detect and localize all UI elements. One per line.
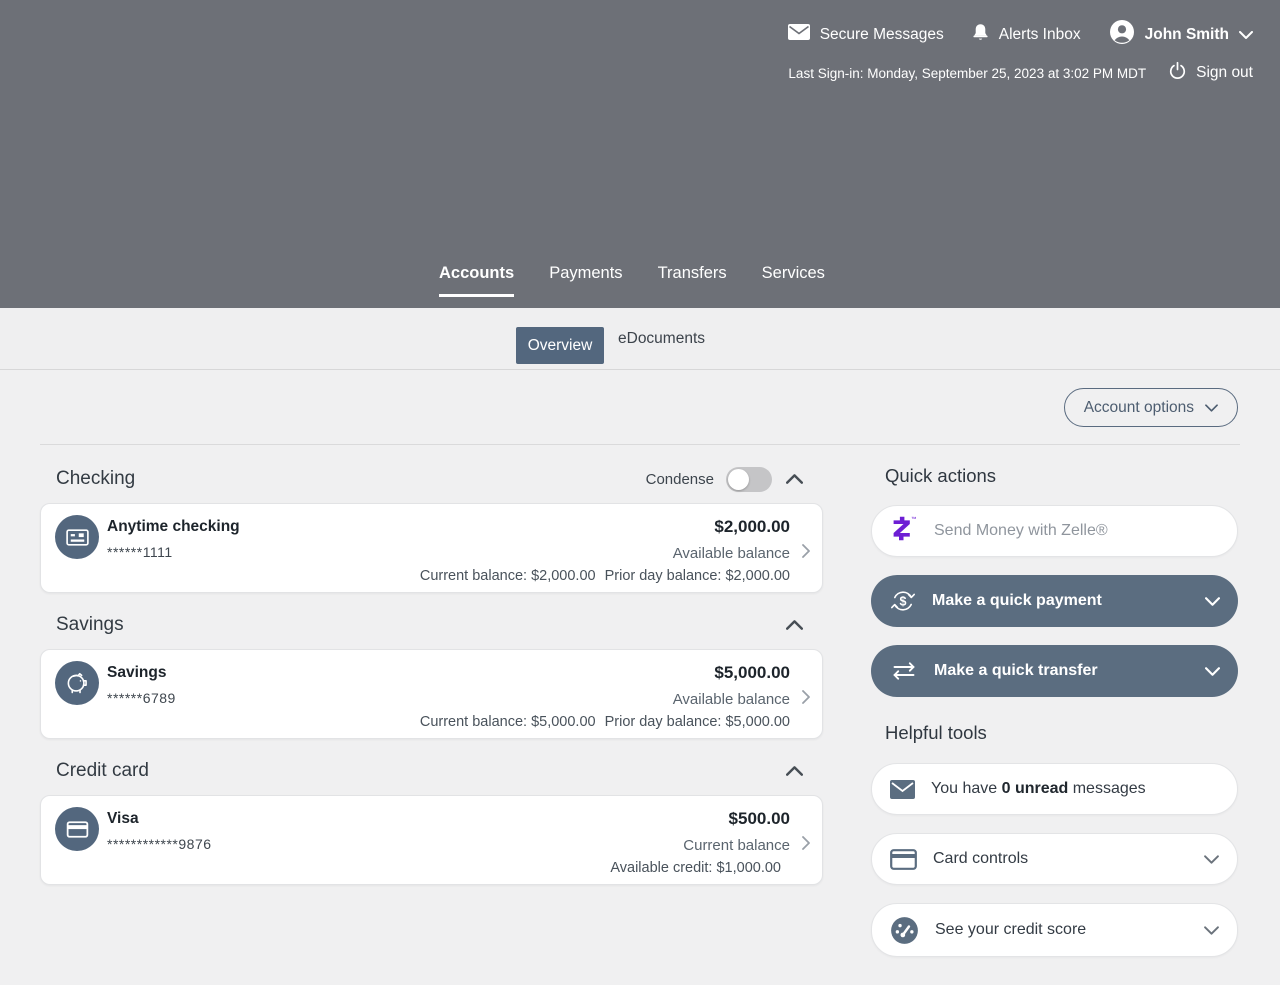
chevron-down-icon — [1204, 854, 1219, 864]
toggle-knob — [728, 468, 749, 490]
condense-label: Condense — [645, 470, 714, 488]
envelope-icon — [787, 24, 810, 45]
tab-transfers[interactable]: Transfers — [657, 264, 727, 282]
utility-nav: Secure Messages Alerts Inbox John Smith — [787, 19, 1253, 50]
chevron-down-icon — [1239, 26, 1253, 44]
quick-transfer-button[interactable]: Make a quick transfer — [871, 645, 1238, 697]
last-signin-text: Last Sign-in: Monday, September 25, 2023… — [788, 65, 1147, 81]
account-number: ************9876 — [107, 836, 212, 852]
secure-messages-label: Secure Messages — [819, 25, 944, 43]
session-row: Last Sign-in: Monday, September 25, 2023… — [788, 61, 1253, 85]
chevron-down-icon — [1204, 925, 1219, 935]
chevron-down-icon — [1205, 666, 1220, 676]
secure-messages-link[interactable]: Secure Messages — [787, 24, 944, 45]
unread-messages-card[interactable]: You have 0 unread messages — [871, 763, 1238, 815]
account-balance: $5,000.00 — [714, 663, 790, 682]
transfer-arrows-icon — [889, 659, 919, 683]
account-options-label: Account options — [1083, 398, 1194, 416]
user-menu[interactable]: John Smith — [1109, 19, 1253, 50]
credit-card-icon — [55, 807, 99, 851]
section-header-savings: Savings — [40, 606, 823, 644]
account-name: Savings — [107, 664, 167, 681]
chevron-right-icon — [802, 836, 810, 855]
envelope-icon — [890, 779, 915, 799]
bell-icon — [972, 23, 989, 47]
balance-label: Available balance — [672, 691, 790, 708]
quick-payment-button[interactable]: $ Make a quick payment — [871, 575, 1238, 627]
sign-out-button[interactable]: Sign out — [1168, 61, 1253, 85]
piggy-bank-icon — [55, 661, 99, 705]
section-title: Credit card — [56, 760, 149, 781]
account-balance: $500.00 — [728, 809, 790, 828]
checking-account-icon — [55, 515, 99, 559]
account-number: ******1111 — [107, 544, 173, 560]
tab-payments[interactable]: Payments — [549, 264, 623, 282]
chevron-down-icon — [1205, 596, 1220, 606]
quick-payment-label: Make a quick payment — [932, 592, 1102, 609]
gauge-icon — [890, 916, 919, 945]
balance-details: Available credit: $1,000.00 — [610, 860, 790, 876]
condense-toggle[interactable] — [726, 466, 772, 492]
credit-score-button[interactable]: See your credit score — [871, 903, 1238, 957]
prior-day-balance: Prior day balance: $2,000.00 — [604, 568, 790, 584]
svg-text:$: $ — [900, 594, 907, 608]
avatar-icon — [1109, 19, 1135, 50]
credit-score-label: See your credit score — [935, 921, 1087, 938]
available-credit: Available credit: $1,000.00 — [610, 860, 781, 876]
account-row-credit-card[interactable]: Visa ************9876 $500.00 Current ba… — [40, 795, 823, 885]
account-row-checking[interactable]: Anytime checking ******1111 $2,000.00 Av… — [40, 503, 823, 593]
prior-day-balance: Prior day balance: $5,000.00 — [604, 714, 790, 730]
card-outline-icon — [890, 848, 917, 870]
zelle-label: Send Money with Zelle® — [934, 522, 1108, 539]
chevron-down-icon — [1205, 399, 1218, 417]
power-icon — [1168, 61, 1187, 85]
tab-overview[interactable]: Overview — [516, 327, 604, 364]
divider — [40, 444, 1240, 445]
helpful-tools-title: Helpful tools — [885, 722, 987, 743]
current-balance: Current balance: $5,000.00 — [419, 714, 596, 730]
unread-count: 0 unread — [1001, 780, 1069, 797]
section-title: Savings — [56, 614, 124, 635]
alerts-inbox-label: Alerts Inbox — [998, 25, 1081, 43]
balance-label: Current balance — [683, 837, 790, 854]
collapse-checking-button[interactable] — [784, 472, 805, 486]
sign-out-label: Sign out — [1196, 64, 1253, 81]
account-name: Visa — [107, 810, 139, 827]
user-name: John Smith — [1144, 25, 1229, 43]
dollar-cycle-icon: $ — [889, 587, 917, 615]
current-balance: Current balance: $2,000.00 — [419, 568, 596, 584]
account-row-savings[interactable]: Savings ******6789 $5,000.00 Available b… — [40, 649, 823, 739]
account-balance: $2,000.00 — [714, 517, 790, 536]
quick-transfer-label: Make a quick transfer — [934, 662, 1098, 679]
account-number: ******6789 — [107, 690, 176, 706]
section-header-credit-card: Credit card — [40, 752, 823, 790]
secondary-nav: Overview eDocuments — [0, 308, 1280, 370]
balance-label: Available balance — [672, 545, 790, 562]
tab-services[interactable]: Services — [761, 264, 825, 282]
page-header: Secure Messages Alerts Inbox John Smith … — [0, 0, 1280, 308]
section-title: Checking — [56, 468, 136, 489]
primary-nav: Accounts Payments Transfers Services — [439, 264, 825, 297]
unread-messages-text: You have 0 unread messages — [931, 780, 1146, 797]
card-controls-label: Card controls — [933, 850, 1029, 867]
chevron-right-icon — [802, 690, 810, 709]
balance-details: Current balance: $2,000.00 Prior day bal… — [420, 568, 790, 584]
account-name: Anytime checking — [107, 518, 240, 535]
tab-edocuments[interactable]: eDocuments — [618, 330, 706, 347]
collapse-savings-button[interactable] — [784, 618, 805, 632]
zelle-logo-icon: ™ — [890, 514, 917, 548]
card-controls-button[interactable]: Card controls — [871, 833, 1238, 885]
alerts-inbox-link[interactable]: Alerts Inbox — [972, 23, 1081, 47]
balance-details: Current balance: $5,000.00 Prior day bal… — [420, 714, 790, 730]
svg-text:™: ™ — [911, 516, 916, 522]
account-options-button[interactable]: Account options — [1063, 388, 1238, 427]
tab-accounts[interactable]: Accounts — [439, 264, 515, 297]
zelle-button[interactable]: ™ Send Money with Zelle® — [871, 505, 1238, 557]
chevron-right-icon — [802, 544, 810, 563]
collapse-credit-card-button[interactable] — [784, 764, 805, 778]
section-header-checking: Checking Condense — [40, 460, 823, 498]
quick-actions-title: Quick actions — [885, 465, 997, 486]
